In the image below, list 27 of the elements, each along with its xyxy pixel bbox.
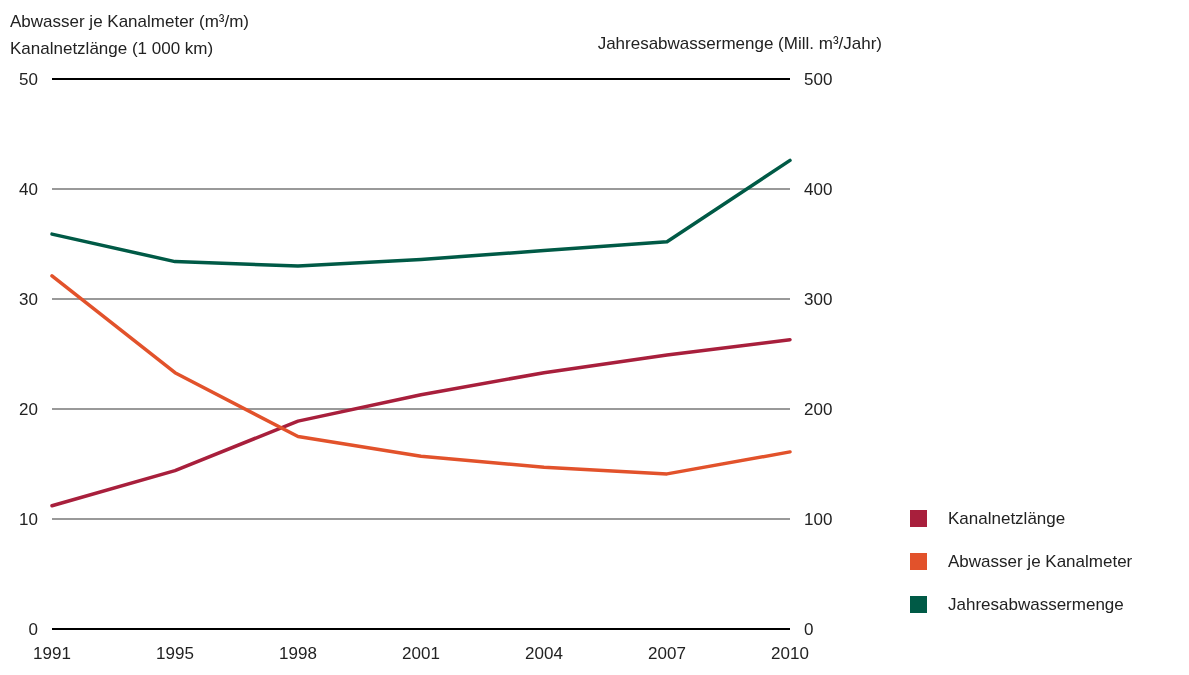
x-tick-label: 2007 — [648, 644, 686, 663]
y2-tick-label: 500 — [804, 69, 833, 89]
line-series — [50, 337, 792, 508]
y2-tick-label: 300 — [804, 289, 833, 309]
y-tick-label: 30 — [19, 289, 38, 309]
legend-label: Abwasser je Kanalmeter — [948, 552, 1133, 571]
y2-axis-title: Jahresabwassermenge (Mill. m³/Jahr) — [597, 34, 883, 53]
x-tick-label: 1998 — [279, 644, 317, 663]
y-axis-title: Abwasser je Kanalmeter (m³/m) Kanalnetzlänge (1 000 km) — [10, 12, 250, 58]
y-tick-label: 20 — [19, 399, 38, 419]
y-tick-label: 50 — [19, 69, 38, 89]
line-series — [50, 158, 792, 268]
x-tick-label: 2001 — [402, 644, 440, 663]
y2-tick-label: 100 — [804, 509, 833, 529]
x-tick-label: 1991 — [33, 644, 71, 663]
y2-tick-label: 0 — [804, 619, 814, 639]
y-tick-label: 10 — [19, 509, 38, 529]
legend-label: Jahresabwassermenge — [948, 595, 1124, 614]
x-tick-label: 2004 — [525, 644, 563, 663]
x-tick-label: 2010 — [771, 644, 809, 663]
y-tick-label: 0 — [28, 619, 38, 639]
y-tick-label: 40 — [19, 179, 38, 199]
y2-tick-label: 400 — [804, 179, 833, 199]
legend-label: Kanalnetzlänge — [948, 509, 1066, 528]
y2-tick-label: 200 — [804, 399, 833, 419]
x-tick-label: 1995 — [156, 644, 194, 663]
line-series — [50, 274, 792, 476]
